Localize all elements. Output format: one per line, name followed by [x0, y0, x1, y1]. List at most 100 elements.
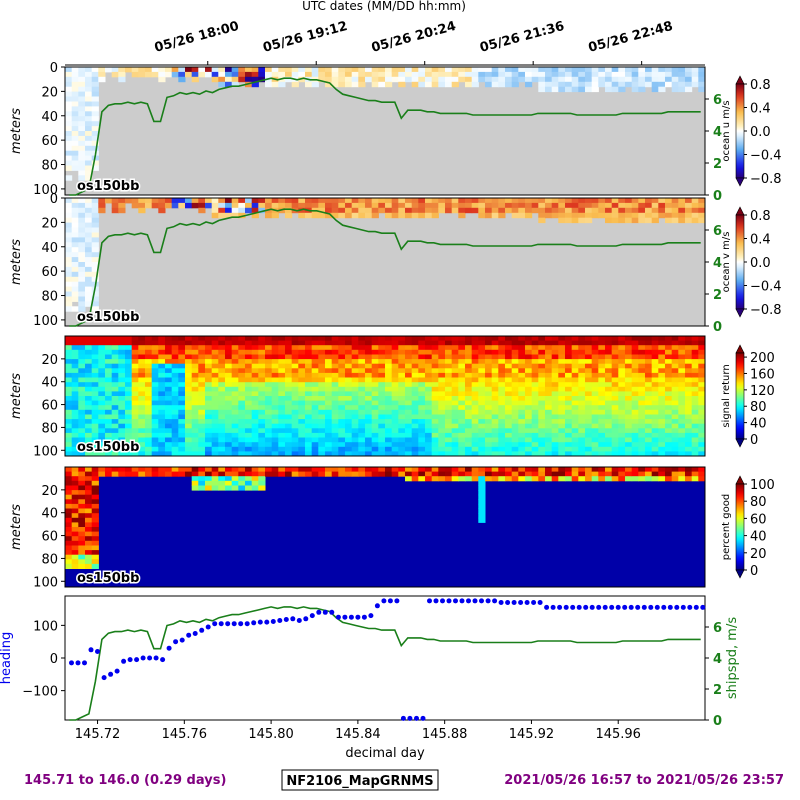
heading-point	[680, 604, 686, 610]
velocity-cell	[671, 198, 679, 204]
signal-cell	[278, 340, 286, 346]
signal-cell	[638, 345, 646, 351]
pg-cell	[571, 467, 579, 473]
signal-cell	[651, 377, 659, 383]
pg-cell	[631, 471, 639, 477]
velocity-cell	[251, 202, 259, 209]
signal-cell	[358, 386, 366, 392]
velocity-cell	[571, 202, 579, 209]
signal-cell	[531, 345, 539, 351]
signal-cell	[65, 396, 73, 402]
heading-point	[628, 604, 634, 610]
pg-cell	[71, 499, 79, 505]
signal-cell	[78, 437, 86, 443]
signal-cell	[545, 368, 553, 374]
pg-cell	[671, 471, 679, 477]
signal-cell	[485, 414, 493, 420]
heading-point	[648, 604, 654, 610]
signal-cell	[538, 423, 546, 429]
signal-cell	[131, 340, 139, 346]
velocity-cell	[385, 76, 393, 83]
signal-cell	[685, 423, 693, 429]
pg-cell	[125, 467, 133, 473]
signal-cell	[565, 414, 573, 420]
signal-cell	[518, 386, 526, 392]
velocity-cell	[578, 198, 586, 204]
pg-cell	[278, 471, 286, 477]
velocity-cell	[438, 76, 446, 83]
signal-cell	[158, 396, 166, 402]
heading-point	[114, 668, 120, 674]
velocity-cell	[571, 212, 579, 219]
pg-cell	[71, 540, 79, 546]
signal-cell	[665, 437, 673, 443]
velocity-cell	[458, 76, 466, 83]
signal-cell	[205, 451, 213, 457]
velocity-cell	[245, 207, 253, 214]
signal-cell	[258, 359, 266, 365]
signal-cell	[345, 386, 353, 392]
signal-cell	[185, 382, 193, 388]
signal-cell	[378, 451, 386, 457]
signal-cell	[211, 442, 219, 448]
signal-cell	[131, 442, 139, 448]
panel-heading-shipspd: 145.72 145.76 145.80 145.84 145.88 145.92 145.…	[0, 595, 740, 761]
pg-cell	[91, 480, 99, 486]
signal-cell	[218, 428, 226, 434]
signal-cell	[191, 382, 199, 388]
signal-cell	[231, 345, 239, 351]
signal-cell	[438, 336, 446, 342]
velocity-cell	[538, 71, 546, 78]
velocity-cell	[585, 217, 593, 224]
signal-cell	[198, 372, 206, 378]
velocity-cell	[65, 286, 73, 292]
signal-cell	[525, 437, 533, 443]
velocity-cell	[265, 81, 273, 88]
signal-cell	[405, 400, 413, 406]
signal-cell	[251, 363, 259, 369]
velocity-cell	[371, 76, 379, 83]
signal-cell	[585, 354, 593, 360]
signal-cell	[371, 336, 379, 342]
signal-cell	[238, 368, 246, 374]
signal-cell	[625, 437, 633, 443]
signal-cell	[471, 349, 479, 355]
y-tick-label: 80	[41, 290, 58, 305]
velocity-cell	[311, 71, 319, 78]
signal-cell	[678, 428, 686, 434]
velocity-cell	[151, 67, 159, 73]
signal-cell	[645, 363, 653, 369]
signal-cell	[591, 414, 599, 420]
signal-cell	[165, 377, 173, 383]
signal-cell	[105, 340, 113, 346]
signal-cell	[531, 437, 539, 443]
signal-cell	[331, 414, 339, 420]
signal-cell	[545, 400, 553, 406]
signal-cell	[291, 391, 299, 397]
signal-cell	[418, 446, 426, 452]
signal-cell	[651, 372, 659, 378]
velocity-cell	[405, 76, 413, 83]
velocity-cell	[98, 67, 106, 73]
velocity-cell	[671, 71, 679, 78]
velocity-cell	[465, 198, 473, 204]
signal-cell	[365, 428, 373, 434]
signal-cell	[205, 345, 213, 351]
signal-cell	[511, 391, 519, 397]
colorbar-label: ocean v m/s	[721, 232, 732, 293]
signal-cell	[278, 382, 286, 388]
signal-cell	[511, 368, 519, 374]
signal-cell	[198, 363, 206, 369]
signal-cell	[658, 400, 666, 406]
signal-cell	[611, 336, 619, 342]
pg-cell	[78, 471, 86, 477]
signal-cell	[305, 432, 313, 438]
velocity-cell	[385, 81, 393, 88]
signal-cell	[505, 359, 513, 365]
y-tick-label: 40	[41, 241, 58, 256]
signal-cell	[585, 442, 593, 448]
pg-cell	[305, 467, 313, 473]
signal-cell	[318, 400, 326, 406]
signal-cell	[631, 391, 639, 397]
velocity-cell	[351, 81, 359, 88]
